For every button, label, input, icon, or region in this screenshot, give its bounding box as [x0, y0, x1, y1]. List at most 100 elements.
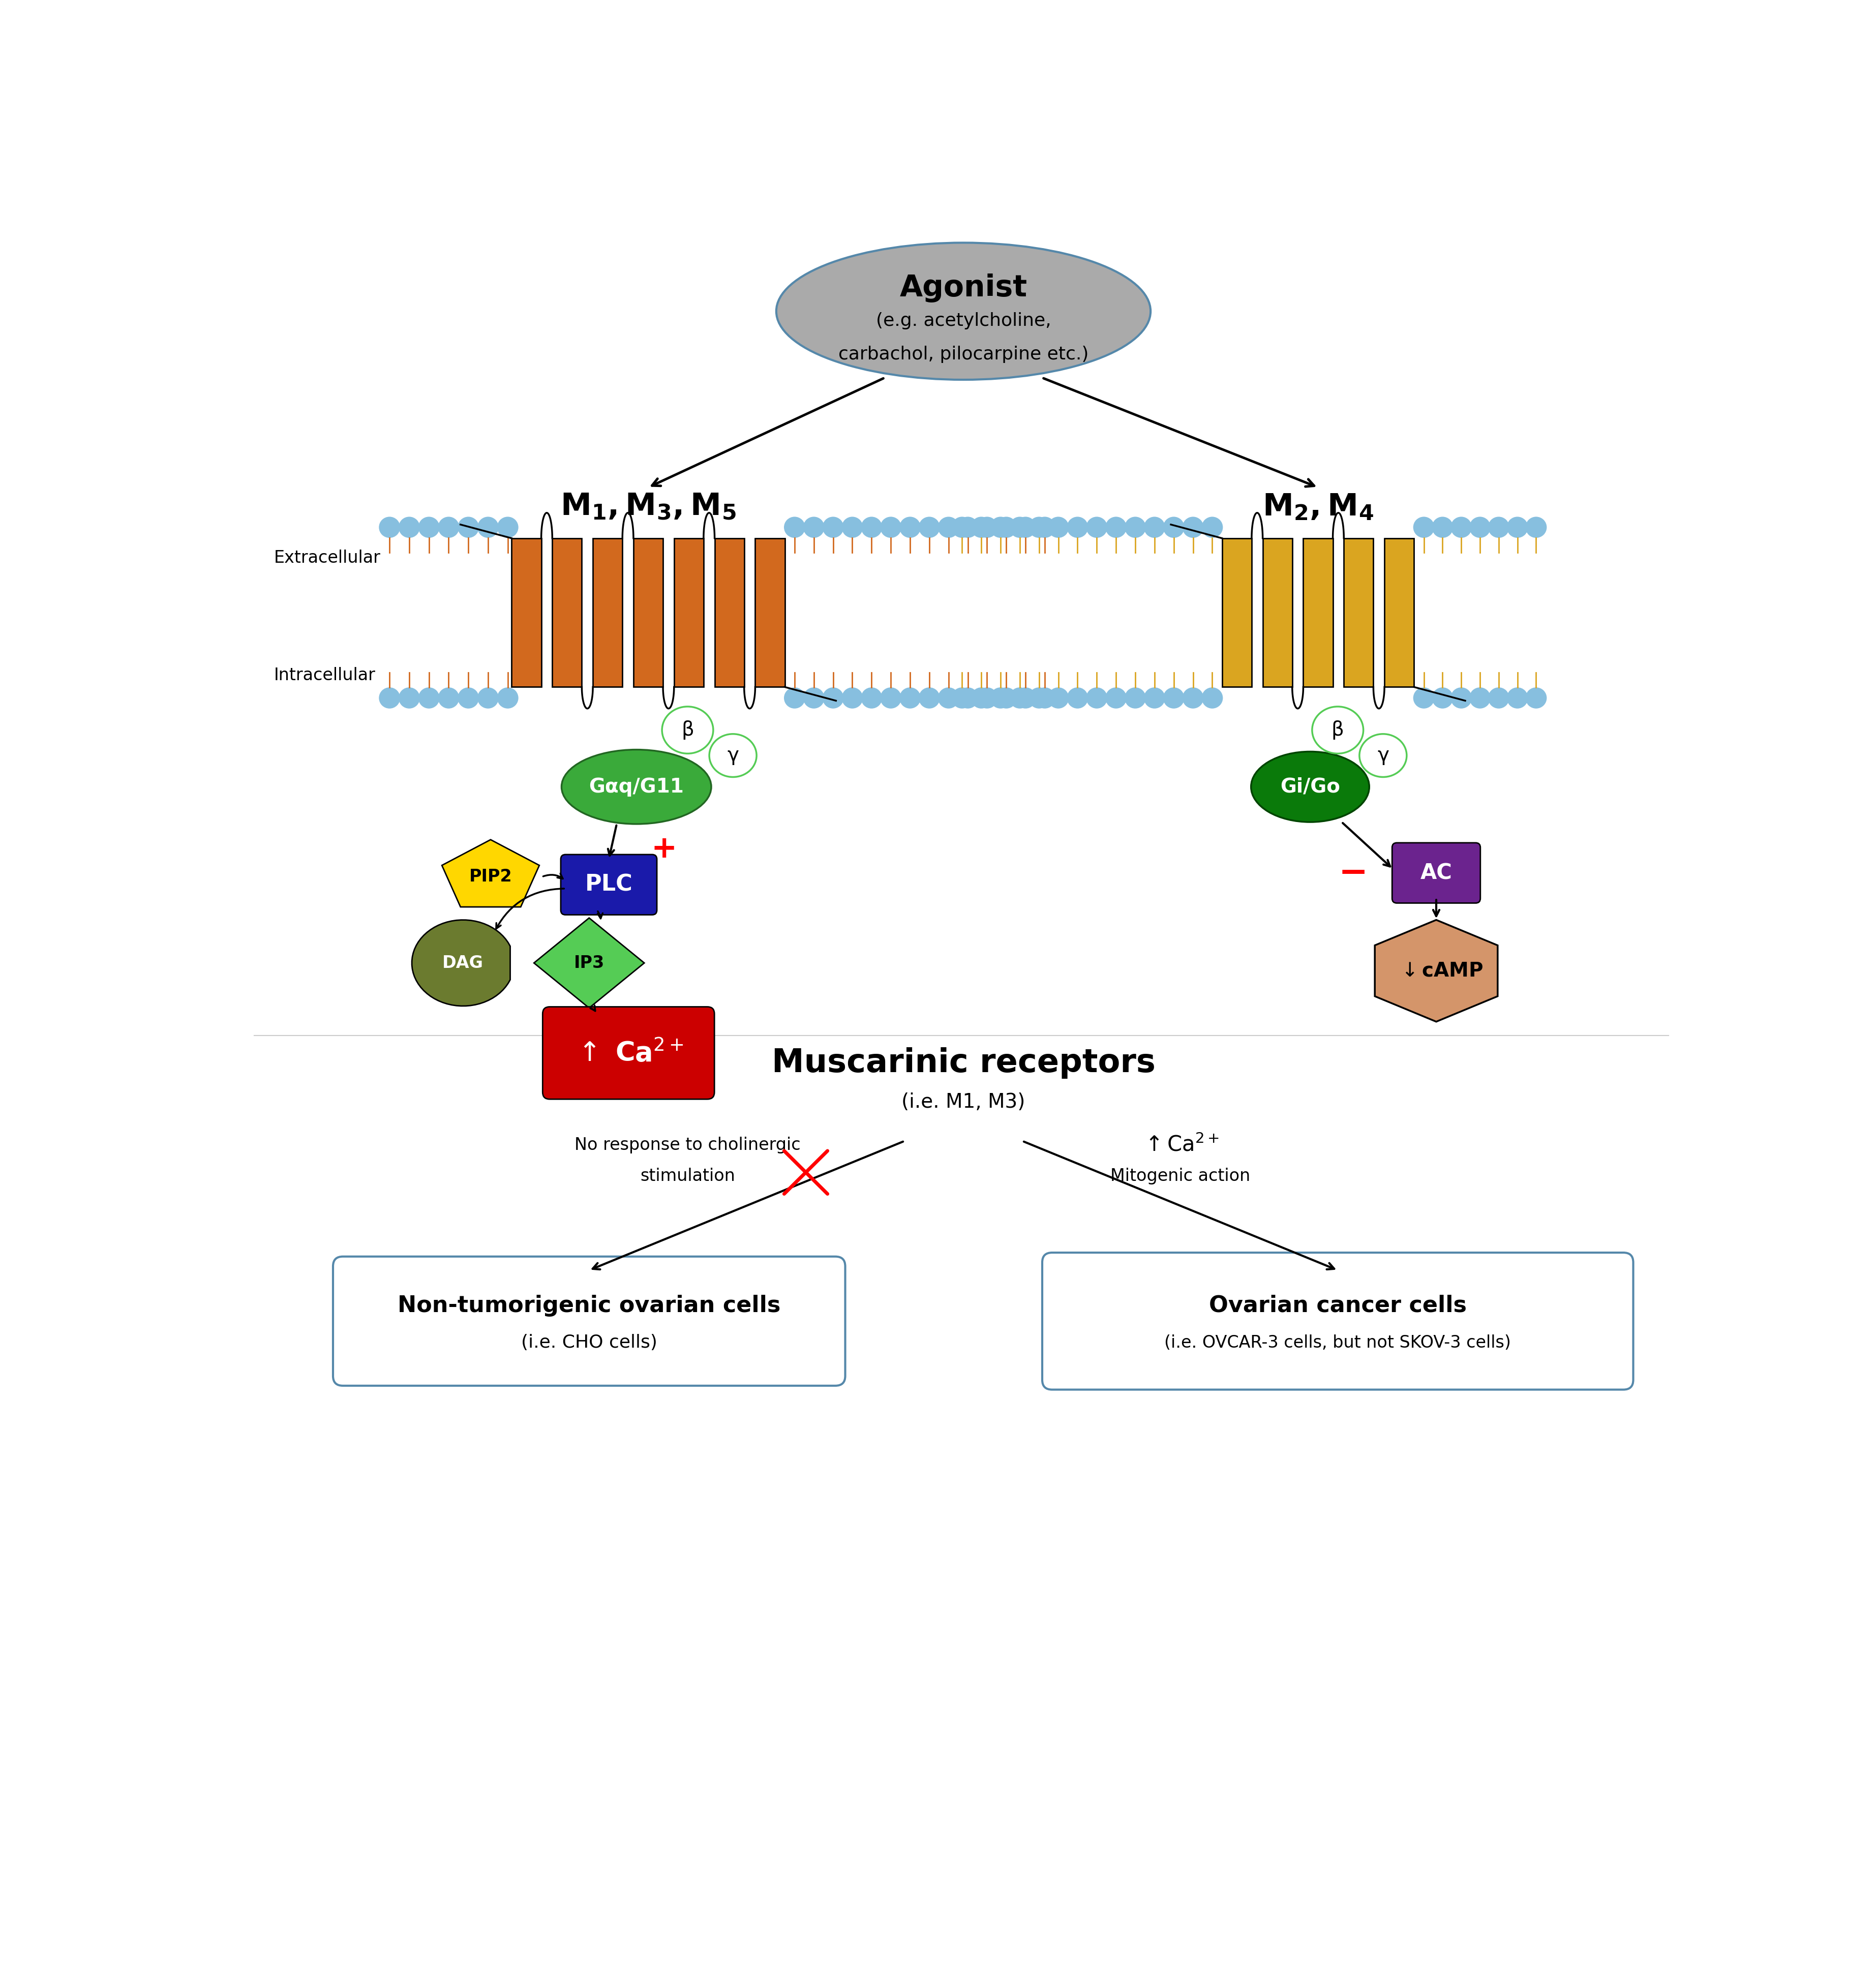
- Text: PIP2: PIP2: [469, 868, 512, 886]
- Circle shape: [1488, 516, 1510, 538]
- Circle shape: [880, 688, 902, 708]
- Bar: [673, 538, 703, 686]
- Circle shape: [822, 516, 844, 538]
- Circle shape: [1144, 688, 1165, 708]
- Circle shape: [842, 688, 863, 708]
- Circle shape: [1413, 516, 1435, 538]
- Circle shape: [842, 516, 863, 538]
- Circle shape: [784, 688, 805, 708]
- Circle shape: [1163, 688, 1184, 708]
- Text: No response to cholinergic: No response to cholinergic: [574, 1137, 801, 1153]
- Circle shape: [951, 688, 972, 708]
- Circle shape: [418, 516, 439, 538]
- Circle shape: [418, 688, 439, 708]
- Circle shape: [1086, 688, 1107, 708]
- Ellipse shape: [1360, 733, 1407, 777]
- Text: $\uparrow$ Ca$^{2+}$: $\uparrow$ Ca$^{2+}$: [574, 1040, 685, 1068]
- Ellipse shape: [777, 243, 1150, 380]
- Circle shape: [379, 688, 400, 708]
- Bar: [552, 538, 582, 686]
- Circle shape: [1203, 688, 1223, 708]
- Circle shape: [1124, 516, 1146, 538]
- Circle shape: [1015, 516, 1036, 538]
- Text: β: β: [1332, 720, 1343, 739]
- Circle shape: [919, 688, 940, 708]
- Text: $\mathbf{M_2, M_4}$: $\mathbf{M_2, M_4}$: [1263, 492, 1373, 522]
- Bar: [1263, 538, 1293, 686]
- Circle shape: [1203, 516, 1223, 538]
- FancyBboxPatch shape: [1043, 1253, 1634, 1390]
- Circle shape: [991, 688, 1011, 708]
- Circle shape: [1163, 516, 1184, 538]
- Circle shape: [1450, 516, 1473, 538]
- Circle shape: [477, 688, 499, 708]
- Circle shape: [1488, 688, 1510, 708]
- Text: AC: AC: [1420, 862, 1452, 884]
- FancyBboxPatch shape: [1392, 842, 1480, 903]
- Polygon shape: [413, 919, 510, 1006]
- Circle shape: [957, 688, 979, 708]
- Circle shape: [803, 688, 824, 708]
- Circle shape: [1034, 516, 1056, 538]
- Circle shape: [784, 516, 805, 538]
- Bar: [1304, 538, 1332, 686]
- Circle shape: [976, 516, 998, 538]
- Text: $\uparrow$Ca$^{2+}$: $\uparrow$Ca$^{2+}$: [1141, 1135, 1219, 1157]
- Circle shape: [803, 516, 824, 538]
- Circle shape: [919, 516, 940, 538]
- Circle shape: [437, 688, 460, 708]
- Text: PLC: PLC: [585, 874, 632, 896]
- Circle shape: [398, 688, 420, 708]
- Ellipse shape: [709, 733, 756, 777]
- Ellipse shape: [662, 706, 713, 753]
- Circle shape: [1506, 516, 1529, 538]
- Circle shape: [1506, 688, 1529, 708]
- Circle shape: [1431, 688, 1454, 708]
- Text: Intracellular: Intracellular: [274, 666, 375, 684]
- FancyBboxPatch shape: [561, 854, 657, 915]
- Circle shape: [899, 516, 921, 538]
- Circle shape: [1525, 688, 1546, 708]
- Text: −: −: [1339, 856, 1368, 890]
- Text: β: β: [681, 720, 694, 739]
- Text: IP3: IP3: [574, 955, 604, 971]
- Circle shape: [458, 688, 478, 708]
- Circle shape: [822, 688, 844, 708]
- Ellipse shape: [561, 749, 711, 824]
- Circle shape: [1034, 688, 1056, 708]
- Text: $\downarrow$cAMP: $\downarrow$cAMP: [1398, 961, 1484, 981]
- Circle shape: [1431, 516, 1454, 538]
- Text: Ovarian cancer cells: Ovarian cancer cells: [1208, 1295, 1467, 1317]
- Circle shape: [1047, 688, 1069, 708]
- Circle shape: [957, 516, 979, 538]
- Polygon shape: [1375, 919, 1497, 1022]
- Text: (e.g. acetylcholine,: (e.g. acetylcholine,: [876, 312, 1051, 330]
- Circle shape: [1413, 688, 1435, 708]
- Circle shape: [899, 688, 921, 708]
- Circle shape: [880, 516, 902, 538]
- Circle shape: [437, 516, 460, 538]
- Circle shape: [1182, 516, 1204, 538]
- Circle shape: [951, 516, 972, 538]
- Circle shape: [970, 688, 992, 708]
- FancyBboxPatch shape: [334, 1257, 846, 1386]
- Text: Extracellular: Extracellular: [274, 550, 381, 565]
- Text: Mitogenic action: Mitogenic action: [1111, 1168, 1249, 1184]
- Bar: [593, 538, 623, 686]
- Bar: [1384, 538, 1415, 686]
- Circle shape: [497, 516, 518, 538]
- Circle shape: [1182, 688, 1204, 708]
- Polygon shape: [443, 840, 538, 907]
- Text: γ: γ: [728, 745, 739, 765]
- FancyBboxPatch shape: [542, 1006, 715, 1099]
- Bar: [634, 538, 662, 686]
- Circle shape: [1028, 516, 1051, 538]
- Circle shape: [1469, 688, 1491, 708]
- Text: Muscarinic receptors: Muscarinic receptors: [771, 1048, 1156, 1079]
- Text: Non-tumorigenic ovarian cells: Non-tumorigenic ovarian cells: [398, 1295, 780, 1317]
- Circle shape: [1086, 516, 1107, 538]
- Circle shape: [1047, 516, 1069, 538]
- Circle shape: [1009, 688, 1030, 708]
- Text: (i.e. OVCAR-3 cells, but not SKOV-3 cells): (i.e. OVCAR-3 cells, but not SKOV-3 cell…: [1165, 1334, 1510, 1350]
- Text: Gαq/G11: Gαq/G11: [589, 777, 685, 797]
